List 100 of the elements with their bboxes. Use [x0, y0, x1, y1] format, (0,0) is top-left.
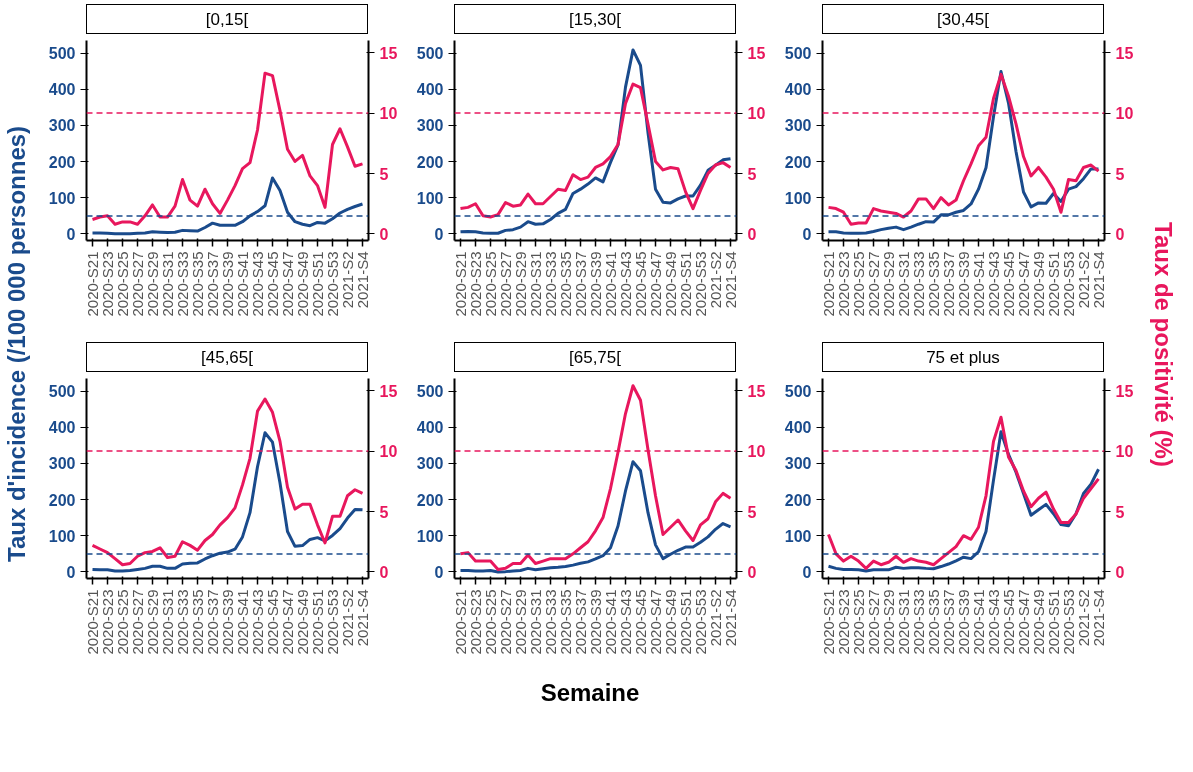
x-tick-label: 2020-S43 [249, 251, 266, 317]
y2-tick-label: 15 [379, 44, 398, 62]
x-tick-label: 2020-S39 [219, 251, 236, 317]
x-tick-label: 2020-S23 [99, 589, 116, 655]
x-tick-label: 2021-S4 [354, 251, 371, 309]
x-tick-label: 2020-S21 [452, 251, 469, 317]
x-tick-label: 2020-S41 [602, 589, 619, 655]
y-tick-label: 400 [416, 419, 444, 437]
x-tick-label: 2020-S47 [647, 589, 664, 655]
x-tick-label: 2020-S31 [895, 589, 912, 655]
y2-tick-label: 5 [1115, 503, 1125, 521]
y-tick-label: 0 [434, 225, 444, 243]
x-tick-label: 2020-S21 [820, 251, 837, 317]
y2-tick-label: 5 [379, 165, 389, 183]
chart-title: [15,30[ [569, 9, 621, 31]
y2-tick-label: 10 [1115, 443, 1134, 461]
x-tick-label: 2021-S2 [1075, 589, 1092, 647]
x-tick-label: 2020-S37 [572, 589, 589, 655]
y-tick-label: 200 [784, 491, 812, 509]
x-tick-label: 2021-S4 [1090, 589, 1107, 647]
x-tick-label: 2020-S35 [557, 589, 574, 655]
x-tick-label: 2021-S4 [1090, 251, 1107, 309]
x-tick-label: 2020-S43 [985, 589, 1002, 655]
x-tick-label: 2020-S53 [692, 589, 709, 655]
y-tick-label: 100 [784, 189, 812, 207]
x-tick-label: 2020-S51 [677, 251, 694, 317]
x-tick-label: 2020-S41 [234, 589, 251, 655]
x-tick-label: 2020-S43 [985, 251, 1002, 317]
x-tick-label: 2020-S23 [835, 251, 852, 317]
x-tick-label: 2020-S33 [542, 589, 559, 655]
y-tick-label: 400 [784, 419, 812, 437]
x-tick-label: 2020-S47 [279, 589, 296, 655]
x-tick-label: 2020-S29 [512, 251, 529, 317]
y-tick-label: 100 [48, 189, 76, 207]
x-tick-label: 2020-S21 [84, 251, 101, 317]
line-series [91, 397, 364, 567]
y2-tick-label: 15 [1115, 382, 1134, 400]
y-tick-label: 200 [416, 153, 444, 171]
x-tick-label: 2020-S45 [264, 251, 281, 317]
x-tick-label: 2020-S53 [692, 251, 709, 317]
x-tick-label: 2020-S49 [662, 251, 679, 317]
y2-tick-label: 0 [379, 225, 389, 243]
x-tick-label: 2020-S25 [850, 589, 867, 655]
x-tick-label: 2020-S53 [324, 589, 341, 655]
x-tick-label: 2020-S39 [955, 589, 972, 655]
x-tick-label: 2020-S49 [662, 589, 679, 655]
x-tick-label: 2021-S2 [339, 251, 356, 309]
chart-title: [65,75[ [569, 347, 621, 369]
y-tick-label: 400 [784, 81, 812, 99]
x-tick-label: 2020-S23 [467, 251, 484, 317]
x-tick-label: 2020-S27 [129, 589, 146, 655]
x-tick-label: 2020-S53 [1060, 589, 1077, 655]
x-tick-label: 2021-S2 [707, 589, 724, 647]
y2-tick-label: 0 [747, 225, 757, 243]
y2-tick-label: 5 [747, 165, 757, 183]
x-tick-label: 2020-S49 [1030, 589, 1047, 655]
x-axis-title: Semaine [540, 678, 640, 708]
x-tick-label: 2020-S51 [677, 589, 694, 655]
y-tick-label: 500 [784, 45, 812, 63]
y-tick-label: 500 [48, 45, 76, 63]
x-tick-label: 2020-S41 [970, 589, 987, 655]
x-tick-label: 2020-S33 [910, 589, 927, 655]
chart-title: [30,45[ [937, 9, 989, 31]
x-tick-label: 2020-S39 [587, 251, 604, 317]
y2-tick-label: 5 [379, 503, 389, 521]
x-tick-label: 2020-S25 [482, 589, 499, 655]
chart-title: [45,65[ [201, 347, 253, 369]
y2-tick-label: 10 [1115, 105, 1134, 123]
y-tick-label: 500 [416, 45, 444, 63]
x-tick-label: 2020-S37 [940, 589, 957, 655]
x-tick-label: 2020-S49 [1030, 251, 1047, 317]
y-tick-label: 200 [48, 491, 76, 509]
x-tick-label: 2020-S37 [204, 589, 221, 655]
x-tick-label: 2020-S37 [204, 251, 221, 317]
y-tick-label: 200 [416, 491, 444, 509]
x-tick-label: 2020-S51 [309, 251, 326, 317]
y2-tick-label: 0 [1115, 563, 1125, 581]
y-tick-label: 400 [416, 81, 444, 99]
chart-title: 75 et plus [926, 347, 1000, 369]
y-tick-label: 100 [48, 527, 76, 545]
y-tick-label: 500 [784, 383, 812, 401]
x-tick-label: 2020-S23 [99, 251, 116, 317]
x-tick-label: 2020-S47 [647, 251, 664, 317]
y2-axis-title: Taux de positivité (%) [1149, 221, 1178, 467]
x-tick-label: 2020-S45 [1000, 589, 1017, 655]
y-tick-label: 100 [416, 189, 444, 207]
line-series [91, 71, 364, 226]
x-tick-label: 2020-S31 [159, 251, 176, 317]
line-series [459, 384, 732, 572]
y-tick-label: 0 [66, 563, 76, 581]
x-tick-label: 2020-S35 [925, 589, 942, 655]
y2-tick-label: 10 [747, 443, 766, 461]
x-tick-label: 2020-S39 [955, 251, 972, 317]
x-tick-label: 2020-S29 [880, 589, 897, 655]
x-tick-label: 2020-S31 [159, 589, 176, 655]
x-tick-label: 2020-S35 [557, 251, 574, 317]
x-tick-label: 2020-S37 [572, 251, 589, 317]
x-tick-label: 2020-S49 [294, 589, 311, 655]
y2-tick-label: 5 [747, 503, 757, 521]
y-tick-label: 300 [784, 455, 812, 473]
